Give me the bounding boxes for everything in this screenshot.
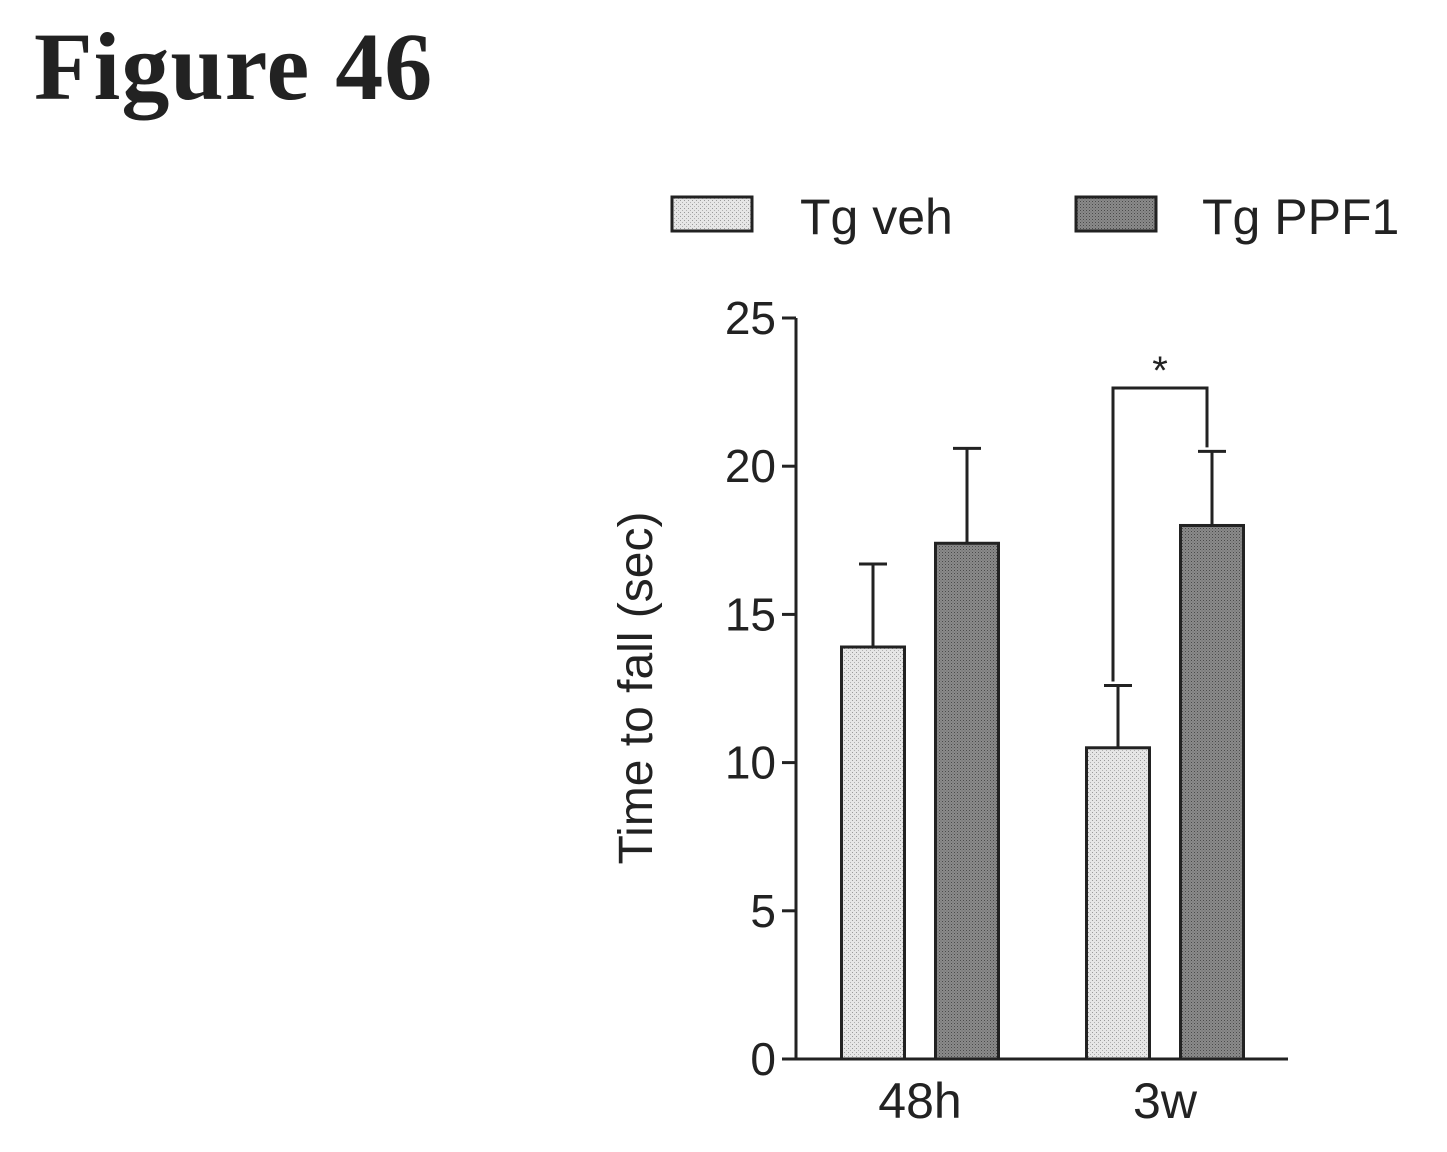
x-tick-label: 3w [1133,1073,1198,1129]
legend-swatch [1076,197,1156,231]
legend: Tg veh Tg PPF1 [672,189,1399,245]
bar [842,647,905,1059]
y-tick-label: 20 [725,440,776,492]
y-axis-label: Time to fall (sec) [610,512,663,865]
y-tick-label: 25 [725,292,776,344]
y-tick-label: 10 [725,737,776,789]
legend-swatch [672,197,752,231]
x-tick-label: 48h [878,1073,961,1129]
y-tick-label: 15 [725,588,776,640]
bars [842,448,1244,1059]
legend-label: Tg PPF1 [1202,189,1399,245]
legend-label: Tg veh [800,189,953,245]
y-tick-label: 5 [750,885,776,937]
significance-label: * [1152,349,1168,393]
bar [1087,748,1150,1059]
bar [936,543,999,1059]
y-tick-label: 0 [750,1033,776,1085]
bar [1181,525,1244,1059]
